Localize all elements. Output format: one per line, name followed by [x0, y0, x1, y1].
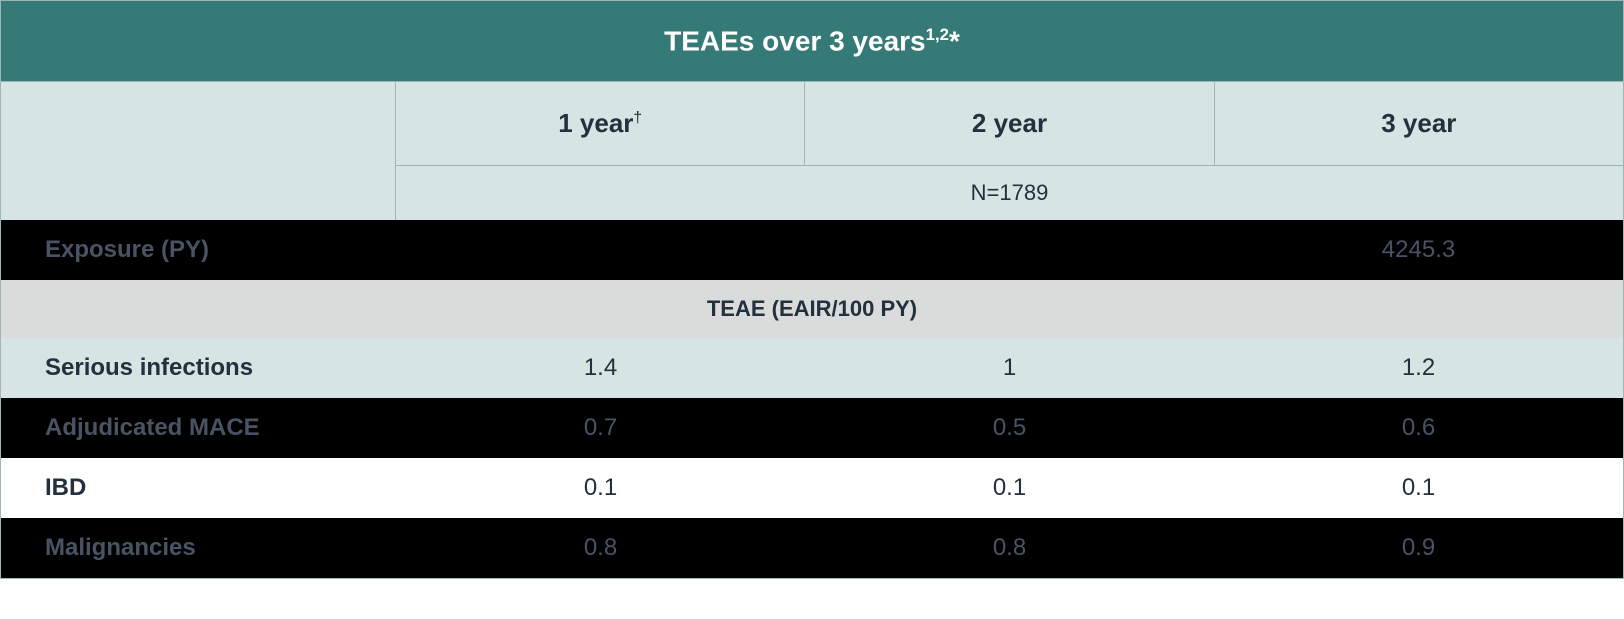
column-header-3: 3 year [1215, 81, 1623, 165]
exposure-cell-1 [396, 220, 805, 280]
row-label: Serious infections [1, 338, 396, 398]
column-header-3-label: 3 year [1381, 108, 1456, 138]
column-header-2: 2 year [805, 81, 1214, 165]
data-cell: 0.8 [805, 518, 1214, 578]
data-cell: 1.2 [1214, 338, 1623, 398]
table-title-sup: 1,2 [926, 25, 949, 44]
data-cell: 0.7 [396, 398, 805, 458]
n-row-blank [1, 165, 396, 220]
table-title-row: TEAEs over 3 years1,2* [1, 1, 1623, 81]
data-rows: Serious infections1.411.2Adjudicated MAC… [1, 338, 1623, 578]
data-cell: 0.9 [1214, 518, 1623, 578]
teae-table: TEAEs over 3 years1,2* 1 year† 2 year 3 … [0, 0, 1624, 579]
table-row: IBD0.10.10.1 [1, 458, 1623, 518]
n-value: N=1789 [396, 165, 1623, 220]
section-header-row: TEAE (EAIR/100 PY) [1, 280, 1623, 338]
exposure-label: Exposure (PY) [1, 220, 396, 280]
column-header-blank [1, 81, 396, 165]
table-title-text: TEAEs over 3 years [664, 25, 926, 56]
data-cell: 1.4 [396, 338, 805, 398]
table-row: Malignancies0.80.80.9 [1, 518, 1623, 578]
column-header-1: 1 year† [396, 81, 805, 165]
table-title-asterisk: * [949, 25, 960, 56]
data-cell: 0.1 [805, 458, 1214, 518]
data-cell: 0.6 [1214, 398, 1623, 458]
exposure-cell-2 [805, 220, 1214, 280]
column-header-row: 1 year† 2 year 3 year [1, 81, 1623, 165]
data-cell: 0.1 [396, 458, 805, 518]
row-label: IBD [1, 458, 396, 518]
data-cell: 0.1 [1214, 458, 1623, 518]
row-label: Adjudicated MACE [1, 398, 396, 458]
data-cell: 0.5 [805, 398, 1214, 458]
exposure-row: Exposure (PY) 4245.3 [1, 220, 1623, 280]
data-cell: 0.8 [396, 518, 805, 578]
data-cell: 1 [805, 338, 1214, 398]
table-row: Adjudicated MACE0.70.50.6 [1, 398, 1623, 458]
exposure-cell-3: 4245.3 [1214, 220, 1623, 280]
section-header-text: TEAE (EAIR/100 PY) [707, 296, 917, 321]
column-header-2-label: 2 year [972, 108, 1047, 138]
row-label: Malignancies [1, 518, 396, 578]
table-row: Serious infections1.411.2 [1, 338, 1623, 398]
column-header-1-label: 1 year [558, 108, 633, 138]
n-row: N=1789 [1, 165, 1623, 220]
column-header-1-sup: † [633, 110, 642, 127]
